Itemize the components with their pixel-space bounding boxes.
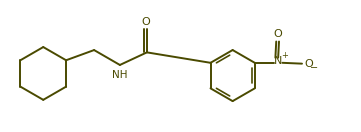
Text: O: O xyxy=(141,17,150,27)
Text: O: O xyxy=(305,59,313,69)
Text: +: + xyxy=(280,51,288,60)
Text: O: O xyxy=(273,29,282,39)
Text: N: N xyxy=(274,56,282,66)
Text: NH: NH xyxy=(112,70,128,81)
Text: −: − xyxy=(310,63,318,73)
